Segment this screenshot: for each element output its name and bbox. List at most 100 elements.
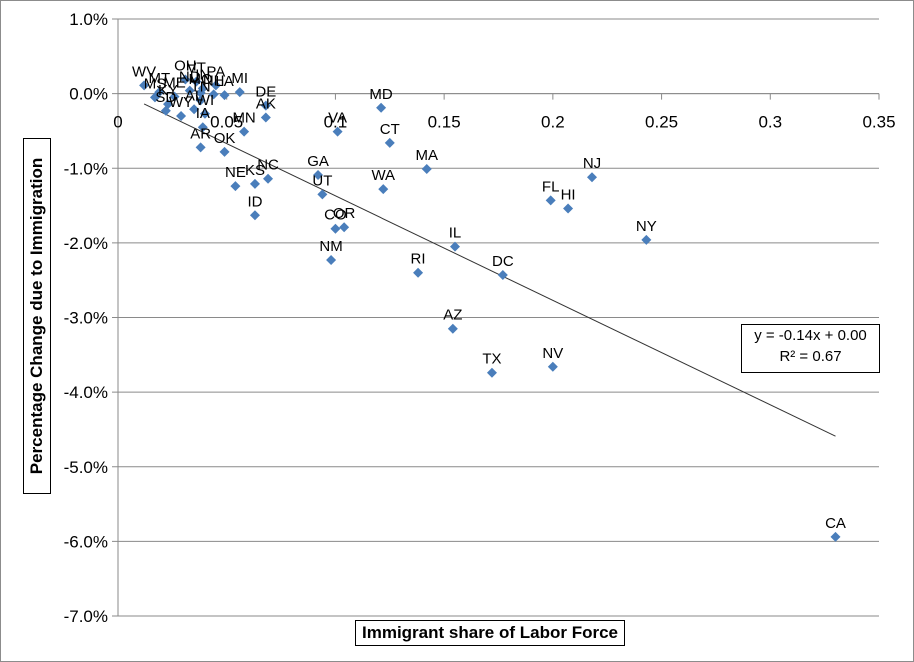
data-point-or xyxy=(339,222,350,233)
point-label-de: DE xyxy=(255,84,276,101)
y-axis-title-text: Percentage Change due to Immigration xyxy=(27,157,46,475)
point-label-ri: RI xyxy=(411,251,426,268)
data-point-co xyxy=(330,223,341,234)
y-axis-title: Percentage Change due to Immigration xyxy=(23,138,51,494)
gridlines xyxy=(118,18,879,617)
point-label-va: VA xyxy=(328,110,347,127)
data-point-wi xyxy=(199,108,210,119)
data-point-vt xyxy=(191,76,202,87)
point-label-md: MD xyxy=(369,86,392,103)
point-label-mt: MT xyxy=(148,70,170,87)
point-label-az: AZ xyxy=(443,307,462,324)
data-point-nd xyxy=(184,85,195,96)
data-point-id xyxy=(249,210,260,221)
point-label-ia: IA xyxy=(196,105,210,122)
x-tick-label: 0.15 xyxy=(428,113,461,132)
point-label-ok: OK xyxy=(214,130,236,147)
data-point-ca xyxy=(830,531,841,542)
point-label-ks: KS xyxy=(245,162,265,179)
point-label-mn: MN xyxy=(232,110,255,127)
data-point-nm xyxy=(326,255,337,266)
data-point-al xyxy=(189,104,200,115)
point-label-or: OR xyxy=(333,205,356,222)
y-tick-label: -7.0% xyxy=(64,607,108,626)
point-label-ar: AR xyxy=(190,125,211,142)
trendline-equation-box: y = -0.14x + 0.00 R² = 0.67 xyxy=(741,324,880,373)
data-point-ny xyxy=(641,234,652,245)
data-point-mt xyxy=(154,87,165,98)
point-label-nv: NV xyxy=(542,345,563,362)
point-label-dc: DC xyxy=(492,253,514,270)
point-label-wa: WA xyxy=(371,167,395,184)
point-label-me: ME xyxy=(163,75,186,92)
point-label-id: ID xyxy=(247,193,262,210)
data-point-az xyxy=(447,323,458,334)
point-label-ne: NE xyxy=(225,164,246,181)
point-label-nd: ND xyxy=(179,69,201,86)
y-tick-label: -1.0% xyxy=(64,159,108,178)
data-point-ne xyxy=(230,181,241,192)
data-point-wa xyxy=(378,184,389,195)
data-point-la xyxy=(219,90,230,101)
data-point-hi xyxy=(563,203,574,214)
point-label-nc: NC xyxy=(257,157,279,174)
point-label-ga: GA xyxy=(307,153,329,170)
x-axis-title: Immigrant share of Labor Force xyxy=(355,620,625,646)
point-label-pa: PA xyxy=(206,63,225,80)
point-label-co: CO xyxy=(324,207,347,224)
data-point-nc xyxy=(263,173,274,184)
point-label-sd: SD xyxy=(155,89,176,106)
data-point-ri xyxy=(413,267,424,278)
x-tick-label: 0.2 xyxy=(541,113,565,132)
data-point-pa xyxy=(210,80,221,91)
data-point-ct xyxy=(384,137,395,148)
data-point-wv xyxy=(139,80,150,91)
data-point-md xyxy=(376,102,387,113)
point-label-in: IN xyxy=(195,66,210,83)
data-point-fl xyxy=(545,195,556,206)
point-label-hi: HI xyxy=(561,187,576,204)
trendline-r-squared: R² = 0.67 xyxy=(779,348,842,365)
point-label-ak: AK xyxy=(256,96,276,113)
point-label-ms: MS xyxy=(144,75,167,92)
x-tick-label: 0.3 xyxy=(758,113,782,132)
point-label-vt: VT xyxy=(187,60,206,77)
point-label-ma: MA xyxy=(415,147,438,164)
data-point-ok xyxy=(219,146,230,157)
data-point-nv xyxy=(547,361,558,372)
x-tick-label: 0.35 xyxy=(862,113,895,132)
trendline-equation: y = -0.14x + 0.00 xyxy=(754,327,867,344)
x-tick-label: 0 xyxy=(113,113,122,132)
x-tick-label: 0.1 xyxy=(324,113,348,132)
point-label-la: LA xyxy=(215,73,233,90)
data-point-mn xyxy=(239,126,250,137)
y-tick-labels: 1.0% 0.0% -1.0% -2.0% -3.0% -4.0% -5.0% -6.0% -7… xyxy=(64,10,108,626)
y-tick-label: -5.0% xyxy=(64,458,108,477)
data-point-nj xyxy=(586,172,597,183)
data-point-ky xyxy=(163,99,174,110)
data-point-ks xyxy=(249,178,260,189)
point-label-wy: WY xyxy=(169,94,193,111)
data-point-mi xyxy=(234,87,245,98)
point-label-nm: NM xyxy=(319,238,342,255)
y-tick-label: 0.0% xyxy=(69,85,108,104)
trendline xyxy=(143,103,836,437)
point-label-wv: WV xyxy=(132,63,156,80)
data-point-il xyxy=(450,241,461,252)
y-tick-label: -4.0% xyxy=(64,383,108,402)
point-label-wi: WI xyxy=(196,92,214,109)
data-point-wy xyxy=(176,111,187,122)
point-label-fl: FL xyxy=(542,178,560,195)
point-label-tx: TX xyxy=(482,351,501,368)
point-label-il: IL xyxy=(449,225,462,242)
x-tick-labels: 0 0.05 0.1 0.15 0.2 0.25 0.3 0.35 xyxy=(113,113,895,132)
y-tick-label: -3.0% xyxy=(64,309,108,328)
data-point-va xyxy=(332,126,343,137)
data-points xyxy=(139,74,841,542)
data-point-ga xyxy=(313,169,324,180)
point-label-oh: OH xyxy=(174,57,197,74)
data-point-ak xyxy=(260,112,271,123)
data-point-tx xyxy=(486,367,497,378)
